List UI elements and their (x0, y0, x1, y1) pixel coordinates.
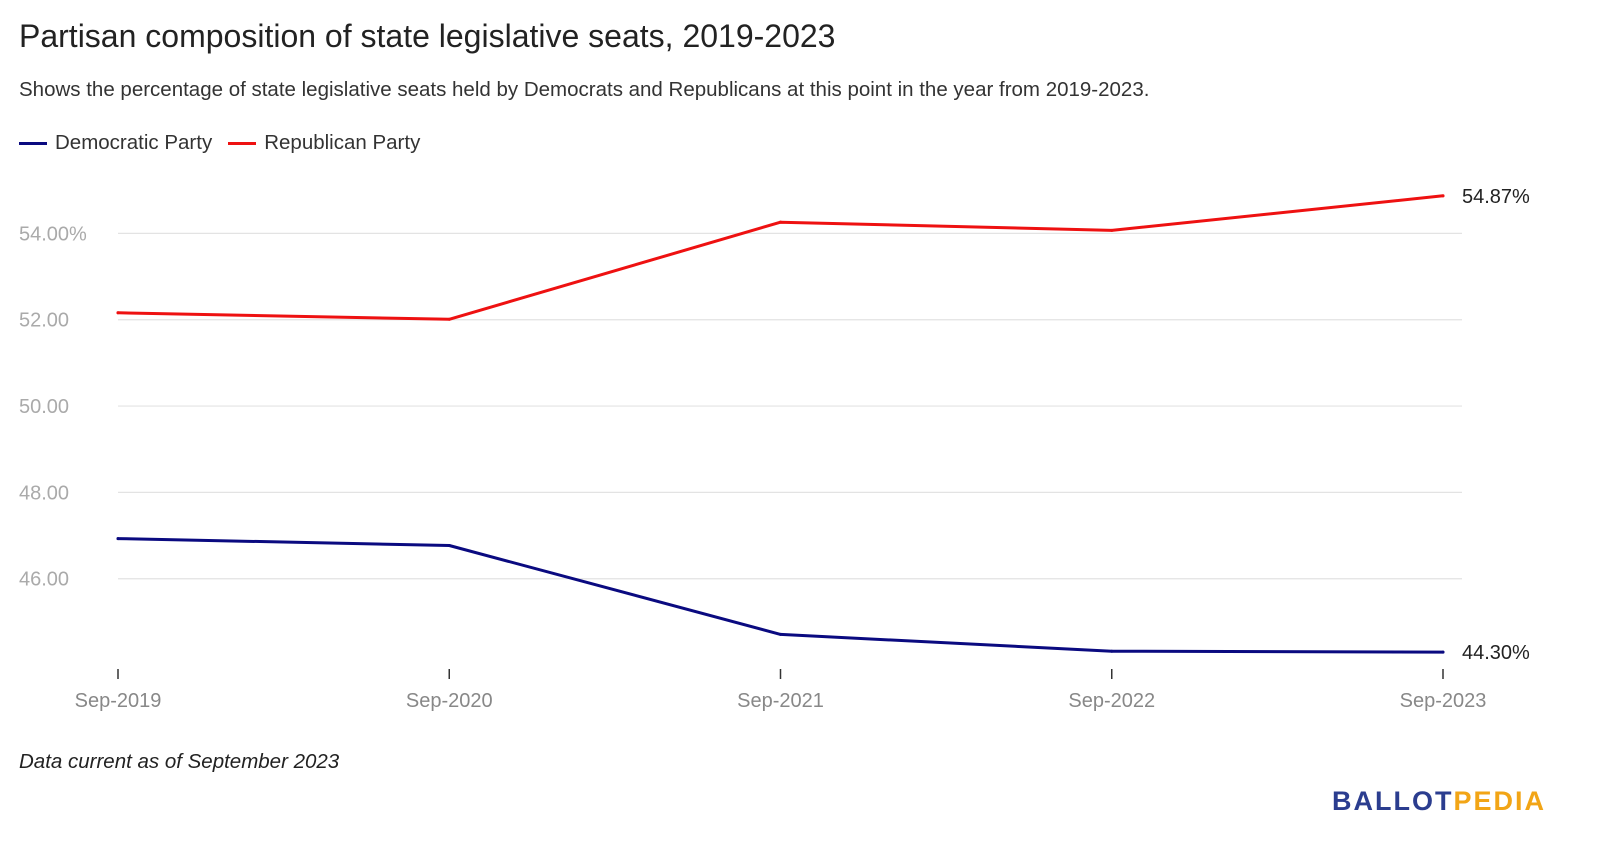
y-tick-label: 52.00 (19, 310, 69, 332)
chart-title: Partisan composition of state legislativ… (19, 18, 836, 54)
legend-item-democratic[interactable]: Democratic Party (19, 131, 212, 155)
legend-label-democratic: Democratic Party (55, 131, 213, 154)
data-point-democratic-party (779, 632, 782, 636)
data-point-democratic-party (116, 537, 120, 541)
x-tick-label: Sep-2019 (75, 690, 162, 712)
x-tick-label: Sep-2022 (1068, 690, 1155, 712)
x-tick-label: Sep-2021 (737, 690, 824, 712)
data-point-republican-party (1110, 228, 1114, 232)
data-point-democratic-party (447, 543, 451, 547)
x-tick-label: Sep-2020 (406, 690, 493, 712)
y-tick-label: 50.00 (19, 396, 69, 418)
data-point-republican-party (1441, 194, 1445, 198)
x-tick-label: Sep-2023 (1400, 690, 1487, 712)
y-tick-label: 46.00 (19, 569, 69, 591)
data-point-republican-party (779, 220, 782, 224)
end-label-democratic-party: 44.30% (1462, 642, 1530, 664)
legend-label-republican: Republican Party (264, 131, 421, 154)
legend-swatch-republican (228, 141, 257, 145)
ballotpedia-logo: BALLOTPEDIA (1332, 786, 1546, 817)
data-point-republican-party (447, 317, 451, 321)
chart-subtitle: Shows the percentage of state legislativ… (19, 78, 1150, 101)
legend-swatch-democratic (19, 141, 47, 145)
end-label-republican-party: 54.87% (1462, 186, 1530, 208)
y-tick-label: 48.00 (19, 482, 69, 504)
series-line-republican-party (116, 194, 1445, 321)
legend: Democratic Party Republican Party (19, 131, 436, 155)
logo-text-pedia: PEDIA (1453, 786, 1546, 816)
y-tick-label: 54.00% (19, 223, 87, 245)
data-point-democratic-party (1441, 650, 1445, 654)
data-point-democratic-party (1110, 649, 1114, 653)
legend-item-republican[interactable]: Republican Party (228, 131, 420, 155)
footnote: Data current as of September 2023 (19, 750, 340, 773)
logo-text-ballot: BALLOT (1331, 786, 1454, 816)
data-point-republican-party (116, 311, 120, 315)
